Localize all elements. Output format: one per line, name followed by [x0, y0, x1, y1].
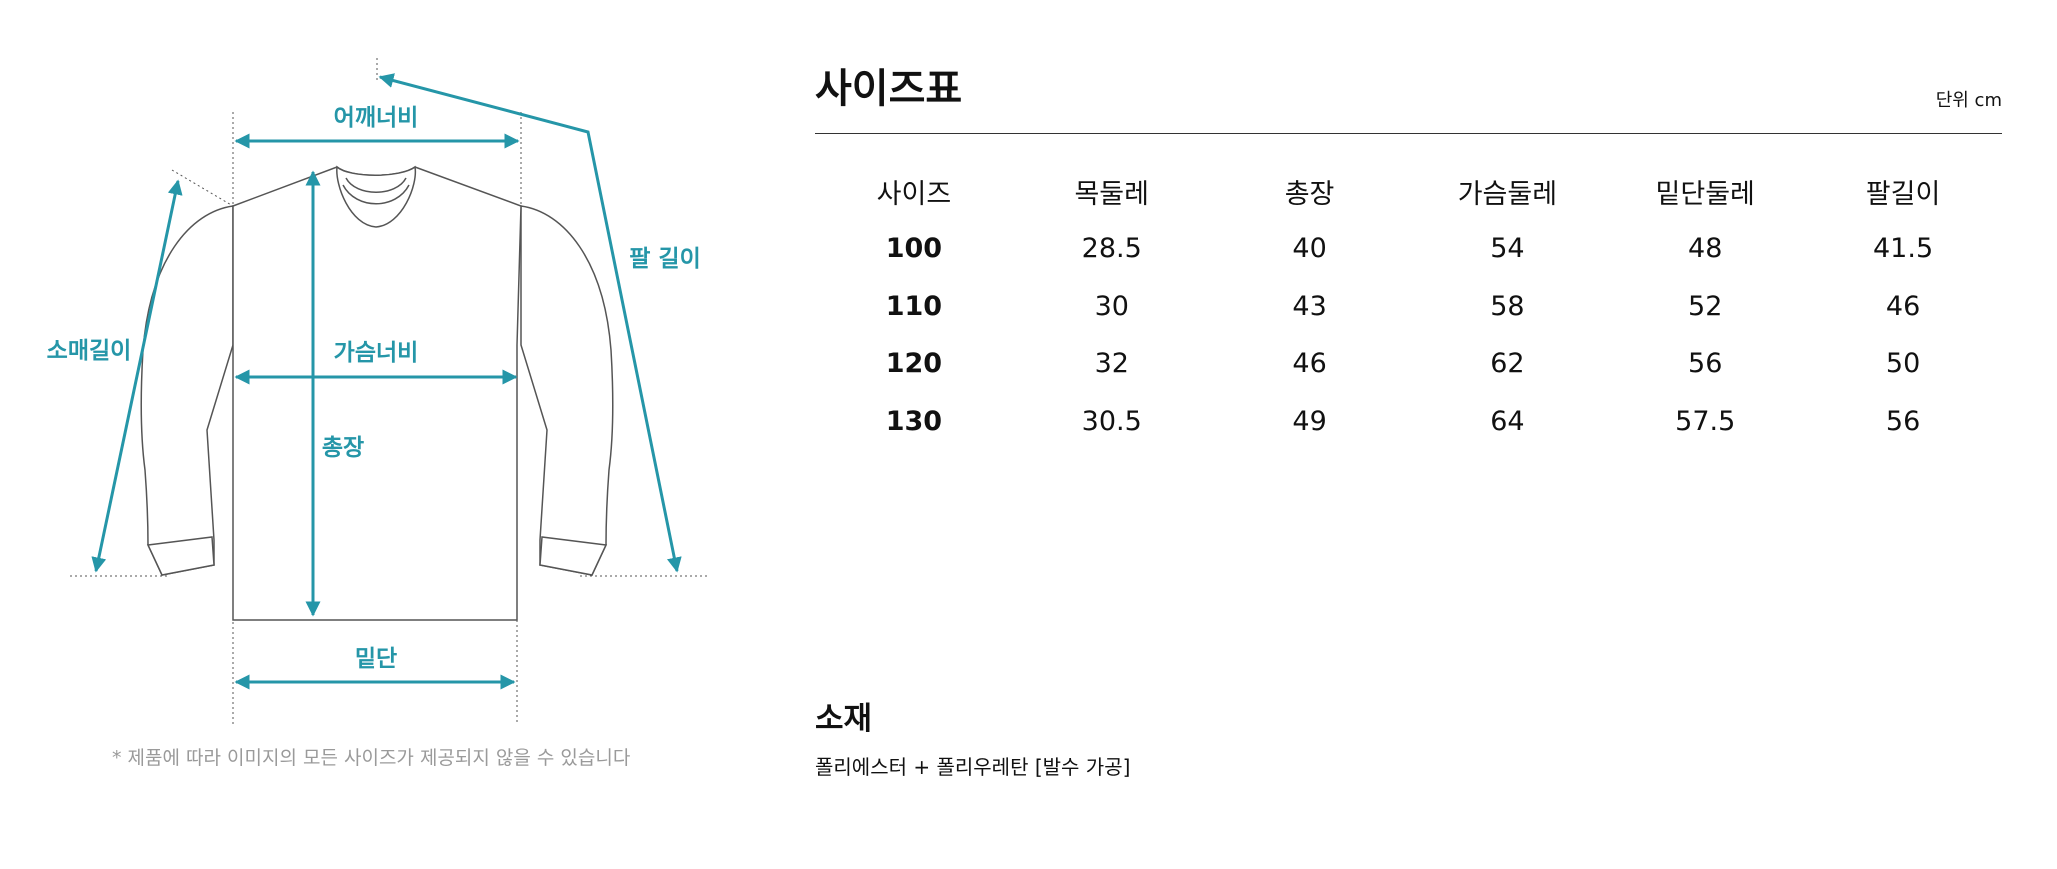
table-cell: 54: [1490, 233, 1525, 265]
sleeve-arrow: [91, 179, 183, 573]
header-neck: 목둘레: [1074, 178, 1149, 210]
table-cell: 49: [1292, 405, 1327, 437]
header-hem: 밑단둘레: [1655, 178, 1755, 210]
table-cell: 28.5: [1081, 233, 1142, 265]
table-cell: 62: [1490, 348, 1525, 380]
table-cell: 46: [1292, 348, 1327, 380]
table-row: 100 28.5 40 54 48 41.5: [815, 220, 2002, 278]
table-cell: 56: [1688, 348, 1723, 380]
table-row: 120 32 46 62 56 50: [815, 335, 2002, 393]
size-chart-title: 사이즈표: [815, 66, 963, 112]
table-cell: 56: [1885, 405, 1921, 437]
title-divider: [815, 133, 2002, 134]
disclaimer-note: * 제품에 따라 이미지의 모든 사이즈가 제공되지 않을 수 있습니다: [112, 747, 631, 769]
header-arm: 팔길이: [1865, 178, 1941, 210]
size-value: 110: [885, 290, 943, 322]
unit-label: 단위 cm: [1935, 90, 2002, 111]
label-length: 총장: [322, 435, 364, 461]
table-cell: 58: [1490, 290, 1525, 322]
size-value: 130: [885, 405, 943, 437]
sleeve-left: [140, 205, 234, 576]
table-cell: 46: [1885, 290, 1921, 322]
table-header-row: 사이즈 목둘레 총장 가슴둘레 밑단둘레 팔길이: [815, 162, 2002, 220]
label-sleeve: 소매길이: [47, 338, 132, 364]
table-cell: 41.5: [1873, 233, 1934, 265]
table-cell: 40: [1292, 233, 1327, 265]
table-cell: 30: [1094, 290, 1129, 322]
table-cell: 64: [1490, 405, 1525, 437]
material-text: 폴리에스터 + 폴리우레탄 [발수 가공]: [815, 755, 1131, 779]
label-hem: 밑단: [355, 646, 397, 672]
sweatshirt-outline: [140, 165, 614, 621]
size-table: 사이즈 목둘레 총장 가슴둘레 밑단둘레 팔길이 100 28.5 40 54 …: [815, 162, 2002, 450]
arm-arrow: [378, 73, 682, 573]
material-title: 소재: [815, 701, 873, 737]
header-size: 사이즈: [876, 178, 952, 210]
table-row: 110 30 43 58 52 46: [815, 278, 2002, 336]
table-row: 130 30.5 49 64 57.5 56: [815, 393, 2002, 451]
measurement-arrows: [91, 73, 682, 690]
table-cell: 57.5: [1675, 405, 1736, 437]
size-value: 120: [885, 348, 943, 380]
table-cell: 43: [1292, 290, 1327, 322]
size-value: 100: [885, 233, 943, 265]
sleeve-right: [520, 205, 614, 576]
body: [232, 166, 522, 621]
table-cell: 32: [1094, 348, 1129, 380]
table-cell: 50: [1885, 348, 1921, 380]
label-shoulder: 어깨너비: [334, 105, 419, 131]
label-arm: 팔 길이: [629, 246, 701, 272]
table-cell: 48: [1688, 233, 1723, 265]
garment-measurement-diagram: 어깨너비 팔 길이 소매길이 가슴너비 총장 밑단: [47, 58, 710, 725]
label-chest: 가슴너비: [334, 340, 419, 366]
table-cell: 52: [1688, 290, 1723, 322]
table-cell: 30.5: [1081, 405, 1142, 437]
header-chest: 가슴둘레: [1457, 178, 1558, 210]
header-length: 총장: [1284, 178, 1335, 210]
